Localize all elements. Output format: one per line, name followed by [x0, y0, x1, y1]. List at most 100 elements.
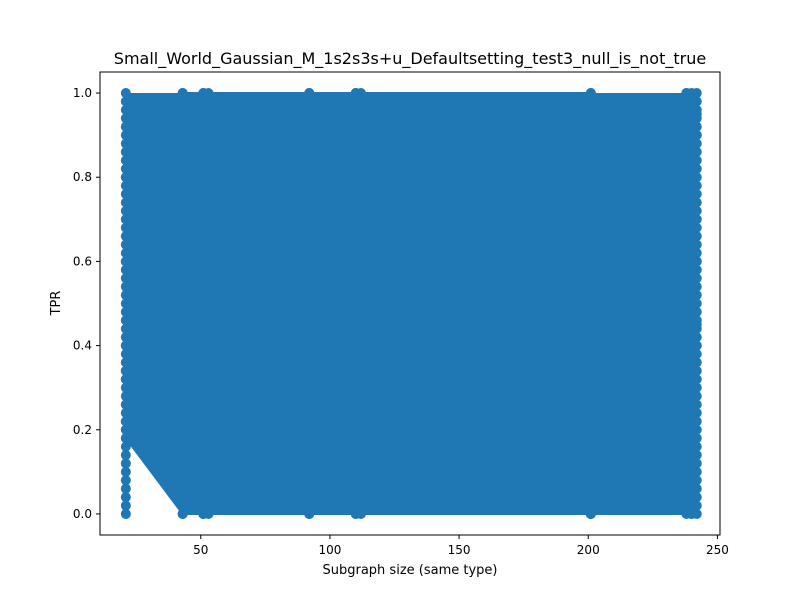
cluster-point [585, 382, 596, 393]
cluster-point [120, 349, 131, 360]
cluster-point [203, 340, 214, 351]
cluster-point [203, 290, 214, 301]
cluster-point [120, 407, 131, 418]
cluster-point [177, 231, 188, 242]
cluster-point [691, 231, 702, 242]
cluster-point [203, 113, 214, 124]
cluster-point [203, 407, 214, 418]
cluster-point [120, 357, 131, 368]
cluster-point [691, 433, 702, 444]
cluster-point [355, 121, 366, 132]
cluster-point [691, 104, 702, 115]
cluster-point [585, 180, 596, 191]
cluster-point [355, 323, 366, 334]
cluster-point [585, 466, 596, 477]
cluster-point [355, 458, 366, 469]
cluster-point [177, 197, 188, 208]
cluster-point [120, 483, 131, 494]
cluster-point [585, 189, 596, 200]
cluster-point [304, 222, 315, 233]
cluster-point [177, 475, 188, 486]
cluster-point [355, 104, 366, 115]
dense-region [125, 93, 697, 514]
cluster-point [304, 231, 315, 242]
x-tick-label: 250 [706, 543, 729, 557]
cluster-point [691, 264, 702, 275]
cluster-point [203, 391, 214, 402]
cluster-point [177, 391, 188, 402]
cluster-point [304, 172, 315, 183]
cluster-point [355, 113, 366, 124]
cluster-point [355, 340, 366, 351]
cluster-point [203, 247, 214, 258]
cluster-point [304, 374, 315, 385]
cluster-point [691, 332, 702, 343]
cluster-point [691, 130, 702, 141]
cluster-point [120, 189, 131, 200]
cluster-point [355, 281, 366, 292]
cluster-point [304, 205, 315, 216]
cluster-point [585, 96, 596, 107]
cluster-point [203, 458, 214, 469]
y-tick-label: 0.6 [73, 254, 92, 268]
cluster-point [304, 130, 315, 141]
cluster-point [203, 138, 214, 149]
cluster-point [585, 315, 596, 326]
cluster-point [177, 281, 188, 292]
x-tick-label: 150 [448, 543, 471, 557]
cluster-point [177, 138, 188, 149]
cluster-point [691, 205, 702, 216]
cluster-point [585, 88, 596, 99]
cluster-point [585, 416, 596, 427]
plot-area-frame [99, 71, 721, 536]
cluster-point [120, 155, 131, 166]
cluster-point [304, 290, 315, 301]
cluster-point [585, 306, 596, 317]
cluster-point [120, 197, 131, 208]
cluster-point [203, 205, 214, 216]
cluster-point [691, 349, 702, 360]
cluster-point [177, 146, 188, 157]
cluster-point [203, 96, 214, 107]
x-axis-label: Subgraph size (same type) [323, 563, 498, 578]
cluster-point [203, 231, 214, 242]
cluster-point [585, 121, 596, 132]
cluster-point [691, 416, 702, 427]
cluster-point [120, 138, 131, 149]
cluster-point [120, 88, 131, 99]
cluster-point [355, 180, 366, 191]
cluster-point [177, 264, 188, 275]
cluster-point [203, 121, 214, 132]
cluster-point [355, 214, 366, 225]
cluster-point [120, 340, 131, 351]
cluster-point [691, 290, 702, 301]
cluster-point [355, 391, 366, 402]
cluster-point [585, 500, 596, 511]
cluster-point [691, 450, 702, 461]
cluster-point [691, 475, 702, 486]
cluster-point [203, 323, 214, 334]
cluster-point [120, 475, 131, 486]
cluster-point [585, 365, 596, 376]
cluster-point [177, 214, 188, 225]
cluster-point [177, 483, 188, 494]
cluster-point [691, 189, 702, 200]
cluster-point [691, 323, 702, 334]
cluster-point [203, 298, 214, 309]
cluster-point [691, 458, 702, 469]
cluster-point [355, 441, 366, 452]
cluster-point [691, 483, 702, 494]
cluster-point [585, 441, 596, 452]
cluster-point [120, 163, 131, 174]
cluster-point [691, 172, 702, 183]
cluster-point [177, 298, 188, 309]
cluster-point [691, 239, 702, 250]
cluster-point [304, 88, 315, 99]
cluster-point [120, 281, 131, 292]
cluster-point [355, 231, 366, 242]
cluster-point [177, 163, 188, 174]
cluster-point [355, 264, 366, 275]
cluster-point [203, 256, 214, 267]
cluster-point [177, 382, 188, 393]
cluster-point [177, 508, 188, 519]
